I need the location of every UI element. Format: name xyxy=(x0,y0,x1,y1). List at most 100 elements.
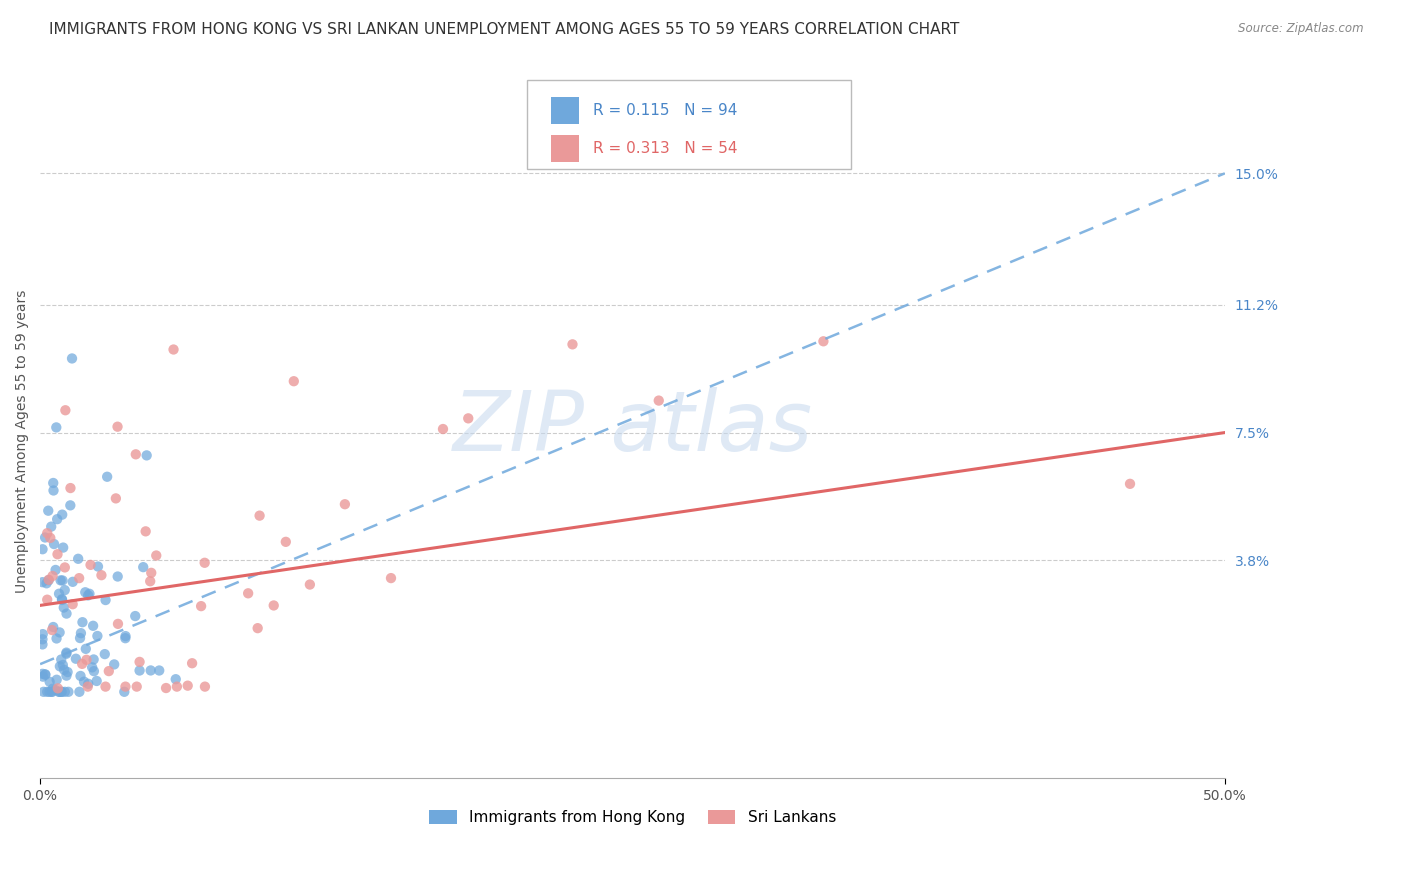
Point xyxy=(31,575,53,590)
Point xyxy=(52,657,75,672)
Point xyxy=(69,669,91,683)
Point xyxy=(55,647,77,661)
Point xyxy=(148,664,170,678)
Point xyxy=(75,641,97,656)
Point xyxy=(34,531,56,545)
Point xyxy=(128,664,150,678)
Point xyxy=(55,607,77,621)
Point xyxy=(79,587,101,601)
Point xyxy=(166,680,188,694)
Point xyxy=(56,665,79,679)
Point xyxy=(48,625,70,640)
Point xyxy=(128,655,150,669)
Point xyxy=(52,600,75,615)
Point xyxy=(561,337,583,351)
Point xyxy=(58,685,80,699)
Point xyxy=(132,560,155,574)
Point xyxy=(75,585,97,599)
Point xyxy=(246,621,269,635)
Point xyxy=(274,534,297,549)
Point xyxy=(38,674,60,689)
Y-axis label: Unemployment Among Ages 55 to 59 years: Unemployment Among Ages 55 to 59 years xyxy=(15,290,30,593)
Point xyxy=(59,499,82,513)
Point xyxy=(55,646,77,660)
Point xyxy=(55,668,77,682)
Point xyxy=(76,680,98,694)
Point xyxy=(34,667,56,681)
Point xyxy=(86,673,108,688)
Point xyxy=(114,631,136,645)
Point xyxy=(38,685,60,699)
Point xyxy=(45,673,67,687)
Point xyxy=(73,674,96,689)
Point xyxy=(42,620,65,634)
Point xyxy=(1119,476,1142,491)
Point xyxy=(31,542,53,557)
Point xyxy=(139,664,162,678)
Point xyxy=(42,537,65,551)
Point xyxy=(249,508,271,523)
Point xyxy=(37,504,59,518)
Point xyxy=(51,593,73,607)
Point xyxy=(53,560,76,574)
Point xyxy=(51,508,73,522)
Point xyxy=(41,685,63,699)
Point xyxy=(194,680,217,694)
Point xyxy=(41,623,63,637)
Point xyxy=(67,571,90,585)
Point xyxy=(45,632,67,646)
Point xyxy=(31,637,53,651)
Point xyxy=(94,593,117,607)
Point xyxy=(236,586,259,600)
Point xyxy=(65,651,87,665)
Point xyxy=(41,685,63,699)
Point xyxy=(62,574,84,589)
Point xyxy=(103,657,125,672)
Point xyxy=(813,334,835,349)
Point xyxy=(38,573,60,587)
Point xyxy=(380,571,402,585)
Point xyxy=(41,569,63,583)
Point xyxy=(145,549,167,563)
Point xyxy=(72,615,94,630)
Point xyxy=(124,609,146,624)
Point xyxy=(45,563,67,577)
Point xyxy=(125,680,148,694)
Point xyxy=(31,627,53,641)
Point xyxy=(112,685,135,699)
Point xyxy=(181,657,204,671)
Text: R = 0.115   N = 94: R = 0.115 N = 94 xyxy=(593,103,738,119)
Point xyxy=(114,629,136,643)
Point xyxy=(141,566,163,580)
Point xyxy=(45,420,67,434)
Point xyxy=(37,685,59,699)
Point xyxy=(86,629,108,643)
Point xyxy=(114,680,136,694)
Point xyxy=(31,632,53,647)
Point xyxy=(37,526,59,541)
Point xyxy=(76,653,98,667)
Point xyxy=(37,592,59,607)
Point xyxy=(51,574,73,588)
Point xyxy=(42,681,65,696)
Point xyxy=(39,531,62,545)
Point xyxy=(94,680,117,694)
Text: R = 0.313   N = 54: R = 0.313 N = 54 xyxy=(593,141,738,156)
Point xyxy=(94,647,117,661)
Point xyxy=(32,685,55,699)
Point xyxy=(35,576,58,591)
Point xyxy=(97,664,120,678)
Point xyxy=(155,681,177,695)
Point xyxy=(298,577,321,591)
Point xyxy=(32,670,55,684)
Point xyxy=(135,449,157,463)
Point xyxy=(96,469,118,483)
Point xyxy=(52,541,75,555)
Point xyxy=(46,547,69,561)
Point xyxy=(162,343,184,357)
Point xyxy=(38,573,60,587)
Point xyxy=(51,652,73,666)
Point xyxy=(48,685,70,699)
Point xyxy=(90,568,112,582)
Point xyxy=(51,685,73,699)
